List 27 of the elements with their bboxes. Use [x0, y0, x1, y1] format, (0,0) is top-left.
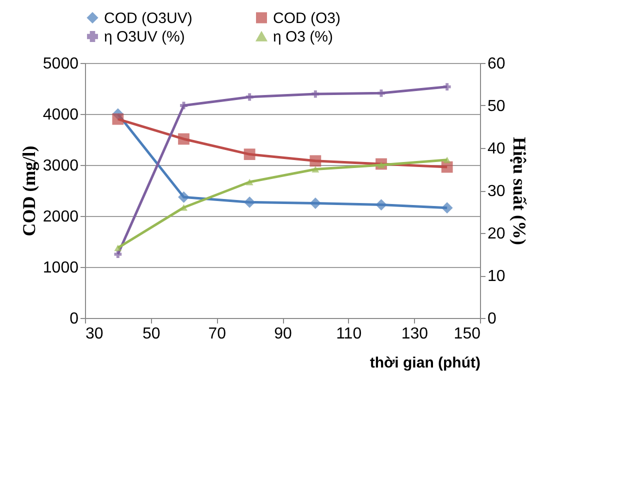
y2-tick-label: 30 [488, 183, 506, 200]
x-tick-label: 150 [454, 326, 481, 342]
y-tick-label: 3000 [42, 158, 79, 174]
y-tick-label: 1000 [42, 260, 79, 276]
legend-label: η O3 (%) [273, 28, 334, 46]
x-tick-label: 130 [401, 326, 428, 342]
y2-tick-label: 50 [488, 98, 506, 115]
x-tick-label: 90 [274, 326, 292, 342]
x-tick-label: 110 [336, 326, 362, 342]
y-tick-label: 4000 [42, 106, 79, 124]
y2-tick-label: 20 [488, 226, 506, 242]
x-tick-label: 70 [208, 326, 226, 342]
y-tick-label: 0 [70, 310, 79, 328]
y2-axis-title: Hiệu suất (%) [509, 137, 530, 246]
legend-label: COD (O3) [273, 10, 341, 27]
legend-label: η O3UV (%) [104, 28, 185, 46]
y2-tick-label: 40 [488, 140, 506, 158]
x-tick-label: 50 [142, 326, 160, 342]
legend-label: COD (O3UV) [104, 10, 192, 27]
x-tick-label: 30 [86, 326, 104, 342]
y2-tick-label: 60 [488, 56, 506, 72]
y2-tick-label: 0 [488, 310, 496, 328]
x-axis-title: thời gian (phút) [370, 354, 480, 372]
y-tick-label: 5000 [42, 56, 79, 72]
y2-tick-label: 10 [488, 268, 506, 285]
y-tick-label: 2000 [42, 208, 79, 226]
y-axis-title: COD (mg/l) [18, 146, 39, 236]
